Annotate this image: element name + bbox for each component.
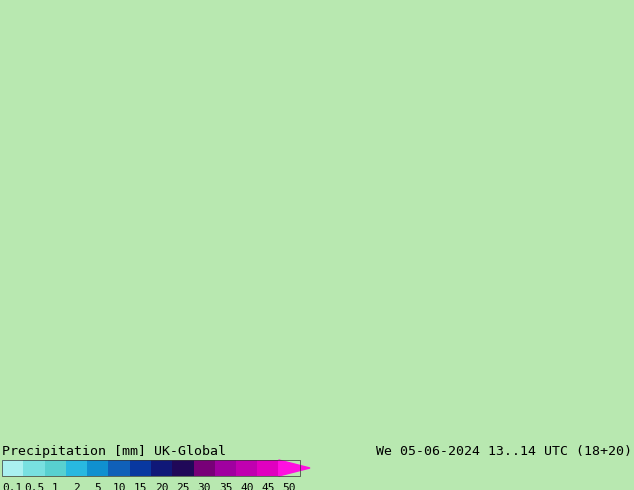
Text: Precipitation [mm] UK-Global: Precipitation [mm] UK-Global: [2, 445, 226, 458]
Text: 15: 15: [134, 483, 147, 490]
Bar: [0, 442, 634, 490]
Text: 10: 10: [112, 483, 126, 490]
Bar: [130, 460, 151, 476]
Polygon shape: [279, 460, 310, 476]
Bar: [151, 460, 172, 476]
Text: 25: 25: [176, 483, 190, 490]
Bar: [2, 460, 300, 476]
Text: 45: 45: [261, 483, 275, 490]
Bar: [193, 460, 215, 476]
Text: 0.1: 0.1: [3, 483, 23, 490]
Text: 5: 5: [94, 483, 101, 490]
Bar: [172, 460, 193, 476]
Text: 0.5: 0.5: [24, 483, 44, 490]
Bar: [257, 460, 279, 476]
Text: 20: 20: [155, 483, 169, 490]
Bar: [236, 460, 257, 476]
Text: 50: 50: [283, 483, 296, 490]
Text: 2: 2: [73, 483, 80, 490]
Bar: [108, 460, 130, 476]
Bar: [44, 460, 66, 476]
Text: 1: 1: [52, 483, 58, 490]
Text: 30: 30: [197, 483, 211, 490]
Bar: [66, 460, 87, 476]
Bar: [2, 460, 23, 476]
Text: We 05-06-2024 13..14 UTC (18+20): We 05-06-2024 13..14 UTC (18+20): [376, 445, 632, 458]
Bar: [87, 460, 108, 476]
Bar: [23, 460, 44, 476]
Text: 40: 40: [240, 483, 254, 490]
Text: 35: 35: [219, 483, 232, 490]
Bar: [215, 460, 236, 476]
